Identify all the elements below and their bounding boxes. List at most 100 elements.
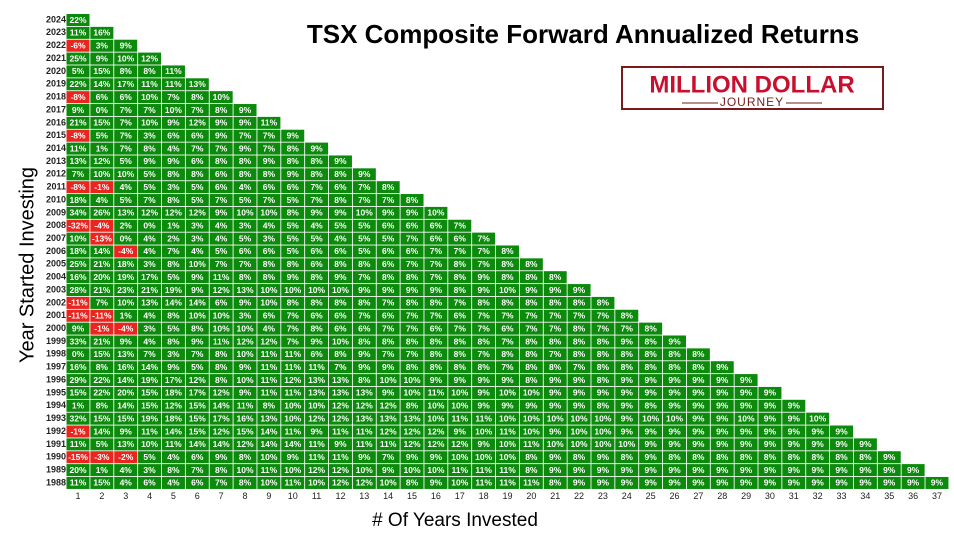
cell-label: 0% (96, 105, 109, 115)
heat-cell (519, 438, 543, 451)
heat-cell (161, 476, 185, 489)
cell-label: 8% (477, 362, 490, 372)
heat-cell (472, 309, 496, 322)
heat-cell (281, 412, 305, 425)
cell-label: 9% (788, 413, 801, 423)
heat-cell (209, 245, 233, 258)
column-label: 21 (550, 491, 560, 501)
heat-cell (352, 451, 376, 464)
cell-label: 11% (451, 465, 468, 475)
heat-cell (114, 284, 138, 297)
heat-cell (114, 142, 138, 155)
heat-cell (686, 451, 710, 464)
cell-label: 18% (69, 195, 86, 205)
heat-cell (161, 386, 185, 399)
heat-cell (209, 309, 233, 322)
heat-cell (138, 374, 162, 387)
x-axis-label: # Of Years Invested (372, 510, 538, 531)
cell-label: 8% (525, 272, 538, 282)
column-label: 4 (147, 491, 152, 501)
heat-cell (567, 296, 591, 309)
heat-cell (639, 399, 663, 412)
heat-cell (257, 181, 281, 194)
cell-label: 10% (93, 169, 110, 179)
cell-label: 7% (96, 298, 109, 308)
heat-cell (615, 386, 639, 399)
heat-cell (519, 476, 543, 489)
heat-cell (734, 464, 758, 477)
cell-label: 15% (93, 66, 110, 76)
heat-cell (734, 476, 758, 489)
cell-label: 9% (621, 465, 634, 475)
row-label: 2001 (46, 310, 66, 320)
heat-cell (400, 464, 424, 477)
heat-cell (209, 374, 233, 387)
heat-cell (185, 78, 209, 91)
cell-label: 21% (69, 118, 86, 128)
cell-label: 7% (310, 182, 323, 192)
heat-cell (161, 245, 185, 258)
heat-cell (90, 284, 114, 297)
heat-cell (639, 322, 663, 335)
heat-cell (114, 476, 138, 489)
cell-label: 9% (382, 208, 395, 218)
heat-cell (328, 181, 352, 194)
column-label: 12 (335, 491, 345, 501)
cell-label: 11% (70, 439, 87, 449)
cell-label: 9% (621, 388, 634, 398)
cell-label: 10% (404, 465, 421, 475)
heat-cell (686, 386, 710, 399)
heat-cell (663, 335, 686, 348)
cell-label: 9% (96, 53, 109, 63)
cell-label: 6% (96, 92, 109, 102)
cell-label: 8% (716, 452, 729, 462)
cell-label: 6% (406, 246, 419, 256)
cell-label: 11% (475, 478, 492, 488)
heat-cell (567, 399, 591, 412)
heat-cell (400, 284, 424, 297)
cell-label: 9% (239, 388, 252, 398)
heat-cell (90, 348, 114, 361)
heat-cell (328, 232, 352, 245)
heat-cell (66, 26, 90, 39)
cell-label: 12% (165, 208, 182, 218)
cell-label: 10% (237, 465, 254, 475)
column-label: 1 (75, 491, 80, 501)
heat-cell (138, 335, 162, 348)
heat-cell (448, 386, 472, 399)
heat-cell (161, 296, 185, 309)
cell-label: 9% (454, 375, 467, 385)
heat-cell (257, 399, 281, 412)
heat-cell (376, 464, 400, 477)
heat-cell (114, 65, 138, 78)
row-label: 2004 (46, 272, 66, 282)
row-label: 1993 (46, 413, 66, 423)
cell-label: 6% (382, 259, 395, 269)
cell-label: 9% (358, 452, 371, 462)
cell-label: 9% (716, 401, 729, 411)
row-label: 2011 (46, 182, 66, 192)
cell-label: 8% (263, 169, 276, 179)
heat-cell (90, 104, 114, 117)
heat-cell (328, 374, 352, 387)
heat-cell (734, 425, 758, 438)
cell-label: 8% (454, 272, 467, 282)
cell-label: 8% (406, 195, 419, 205)
heat-cell (233, 374, 257, 387)
heat-cell (400, 348, 424, 361)
heat-cell (90, 39, 114, 52)
heat-cell (233, 104, 257, 117)
cell-label: 6% (310, 246, 323, 256)
heat-cell (495, 296, 519, 309)
cell-label: 9% (191, 272, 204, 282)
heat-cell (66, 194, 90, 207)
cell-label: 11% (261, 362, 278, 372)
heat-cell (519, 284, 543, 297)
heat-cell (328, 219, 352, 232)
heat-cell (376, 181, 400, 194)
heat-cell (209, 129, 233, 142)
cell-label: 8% (501, 259, 514, 269)
heat-cell (257, 374, 281, 387)
heat-cell (734, 374, 758, 387)
cell-label: 7% (430, 246, 443, 256)
